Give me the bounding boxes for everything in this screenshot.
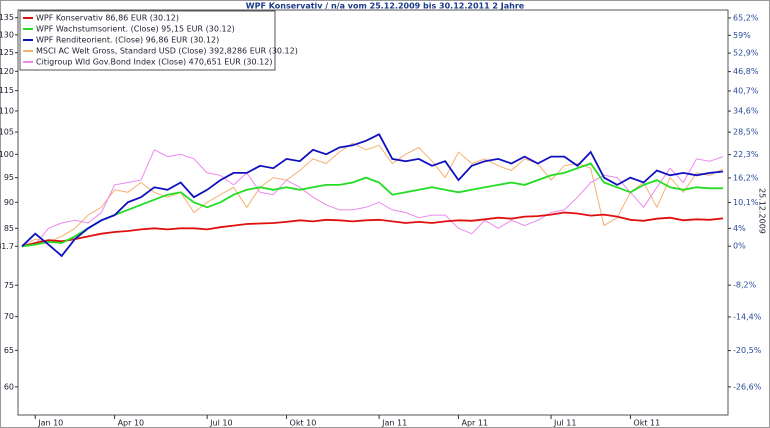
x-tick-label: Apr 11 <box>461 419 488 428</box>
x-tick-label: Okt 11 <box>633 419 660 428</box>
legend-label: Citigroup Wld Gov.Bond Index (Close) 470… <box>36 58 272 67</box>
y-tick-label: 70 <box>4 312 14 321</box>
y-tick-label: 75 <box>4 281 14 290</box>
y-tick-label: 115 <box>0 86 14 95</box>
legend-label: WPF Renditeorient. (Close) 96,86 EUR (30… <box>36 36 219 45</box>
y-tick-label: 90 <box>4 198 14 207</box>
chart-title: WPF Konservativ / n/a vom 25.12.2009 bis… <box>246 2 525 11</box>
y2-tick-label: 22,3% <box>733 150 759 159</box>
y2-tick-label: 28,5% <box>733 128 759 137</box>
y-tick-label: 100 <box>0 150 14 159</box>
y-tick-label: 85 <box>4 224 14 233</box>
legend-box <box>19 10 276 71</box>
y-tick-label: 120 <box>0 67 14 76</box>
y-tick-label: 60 <box>4 382 14 391</box>
series-line <box>21 149 724 247</box>
y2-tick-label: 16,2% <box>733 173 759 182</box>
y-tick-label: 135 <box>0 13 14 22</box>
y2-tick-label: 65,2% <box>733 13 759 22</box>
y2-tick-label: 10,1% <box>733 198 759 207</box>
y-tick-label: 110 <box>0 106 14 115</box>
y2-tick-label: -26,6% <box>733 382 762 391</box>
x-tick-label: Jul 11 <box>553 419 576 428</box>
y2-tick-label: 59% <box>733 31 751 40</box>
y-tick-label: 81.7 <box>0 242 14 251</box>
series-line <box>21 142 724 247</box>
y-tick-label: 105 <box>0 128 14 137</box>
x-tick-label: Jan 11 <box>381 419 407 428</box>
legend-label: MSCI AC Welt Gross, Standard USD (Close)… <box>36 47 298 56</box>
plot-area <box>17 9 729 416</box>
y2-tick-label: 40,7% <box>733 86 759 95</box>
y2-tick-label: -14,4% <box>733 312 762 321</box>
series-line <box>21 211 724 248</box>
y2-tick-label: 34,6% <box>733 107 759 116</box>
y-tick-label: 130 <box>0 30 14 39</box>
y-tick-label: 65 <box>4 346 14 355</box>
y2-tick-label: 52,9% <box>733 49 759 58</box>
x-tick-label: Jul 10 <box>209 419 232 428</box>
x-tick-label: Okt 10 <box>290 419 317 428</box>
y2-label: 25.12.2009 <box>758 188 767 234</box>
x-tick-label: Jan 10 <box>37 419 63 428</box>
series-line <box>21 133 724 258</box>
series-line <box>21 162 723 248</box>
y2-tick-label: 4% <box>733 224 746 233</box>
y-tick-label: 95 <box>4 173 14 182</box>
legend-label: WPF Konservativ 86,86 EUR (30.12) <box>36 14 179 23</box>
y2-tick-label: -8,2% <box>733 281 757 290</box>
legend-label: WPF Wachstumsorient. (Close) 95,15 EUR (… <box>36 25 235 34</box>
y2-tick-label: -20,5% <box>733 346 762 355</box>
y2-tick-label: 0% <box>733 242 746 251</box>
y2-tick-label: 46,8% <box>733 67 759 76</box>
y-tick-label: 125 <box>0 48 14 57</box>
x-tick-label: Apr 10 <box>118 419 145 428</box>
